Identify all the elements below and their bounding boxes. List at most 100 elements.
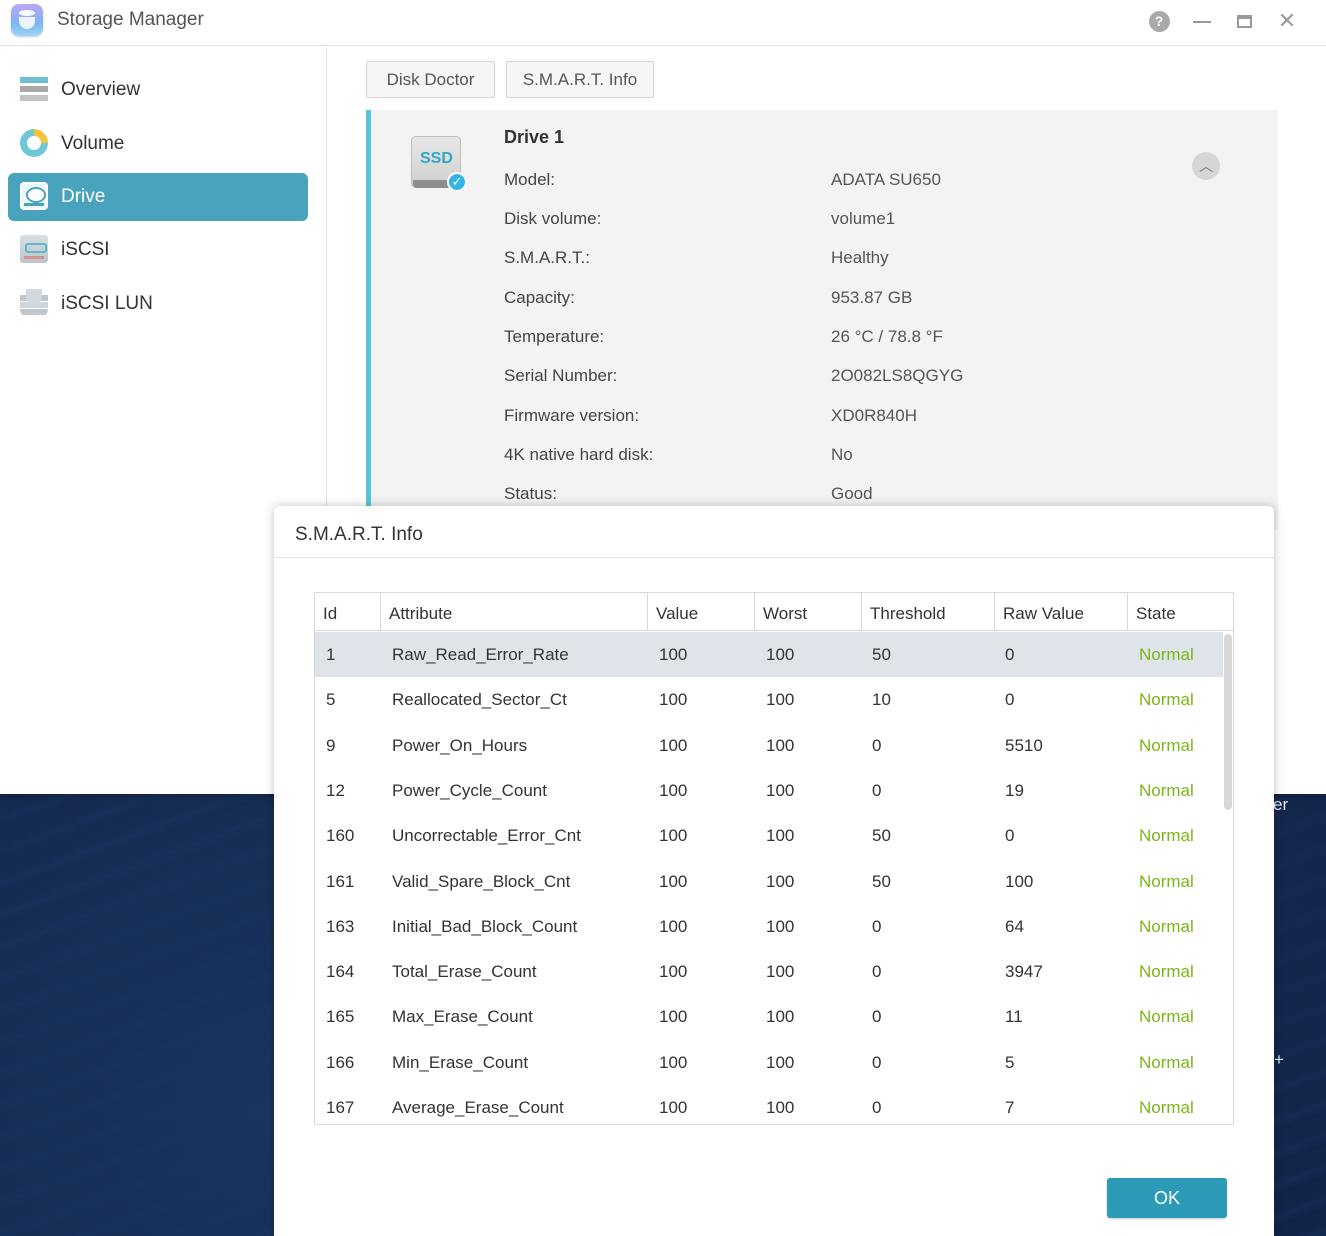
cell-value: 100 (659, 735, 688, 755)
cell-worst: 100 (766, 1052, 795, 1072)
drive-icon (20, 182, 48, 210)
cell-value: 100 (659, 916, 688, 936)
close-button[interactable]: ✕ (1276, 8, 1298, 33)
maximize-button[interactable] (1233, 10, 1255, 32)
table-scrollbar[interactable] (1223, 632, 1233, 1124)
table-row[interactable]: 166 Min_Erase_Count 100 100 0 5 Normal (315, 1040, 1223, 1085)
sidebar-item-drive[interactable]: Drive (8, 173, 308, 221)
table-row[interactable]: 161 Valid_Spare_Block_Cnt 100 100 50 100 Norma… (315, 859, 1223, 904)
cell-value: 100 (659, 780, 688, 800)
cell-value: 100 (659, 1007, 688, 1027)
cell-state: Normal (1139, 1007, 1194, 1027)
table-row[interactable]: 160 Uncorrectable_Error_Cnt 100 100 50 0 Norma… (315, 813, 1223, 858)
column-header-threshold[interactable]: Threshold (862, 593, 995, 631)
minimize-button[interactable] (1191, 10, 1213, 32)
cell-value: 100 (659, 645, 688, 664)
cell-threshold: 0 (872, 1007, 882, 1027)
cell-state: Normal (1139, 916, 1194, 936)
help-icon: ? (1148, 10, 1170, 32)
scrollbar-thumb[interactable] (1224, 634, 1232, 810)
sidebar-item-overview[interactable]: Overview (8, 66, 308, 114)
column-header-state[interactable]: State (1136, 604, 1176, 623)
cell-id: 163 (326, 916, 355, 936)
cell-id: 167 (326, 1098, 355, 1117)
table-row[interactable]: 5 Reallocated_Sector_Ct 100 100 10 0 Normal (315, 677, 1223, 722)
cell-id: 9 (326, 735, 336, 755)
sidebar-item-label: iSCSI (61, 239, 110, 260)
serial-number-label: Serial Number: (504, 366, 618, 385)
cell-id: 160 (326, 826, 355, 846)
collapse-button[interactable]: ︿ (1192, 152, 1220, 180)
cell-raw-value: 7 (1005, 1098, 1015, 1117)
sidebar-item-iscsi-lun[interactable]: iSCSI LUN (8, 280, 308, 328)
firmware-version-value: XD0R840H (831, 406, 917, 425)
cell-threshold: 0 (872, 780, 882, 800)
cell-state: Normal (1139, 871, 1194, 891)
iscsi-icon (20, 235, 48, 263)
dialog-divider (274, 557, 1274, 558)
cell-raw-value: 0 (1005, 826, 1015, 846)
cell-worst: 100 (766, 826, 795, 846)
table-row[interactable]: 1 Raw_Read_Error_Rate 100 100 50 0 Normal (315, 632, 1223, 677)
cell-id: 165 (326, 1007, 355, 1027)
table-row[interactable]: 12 Power_Cycle_Count 100 100 0 19 Normal (315, 768, 1223, 813)
minimize-icon (1193, 21, 1211, 23)
cell-value: 100 (659, 871, 688, 891)
cell-threshold: 50 (872, 645, 891, 664)
table-row[interactable]: 165 Max_Erase_Count 100 100 0 11 Normal (315, 994, 1223, 1039)
cell-attribute: Min_Erase_Count (392, 1052, 529, 1072)
column-header-worst[interactable]: Worst (755, 593, 862, 631)
help-button[interactable]: ? (1148, 10, 1170, 32)
desktop-text-fragment: er (1273, 795, 1289, 814)
sidebar-item-iscsi[interactable]: iSCSI (8, 226, 308, 274)
sidebar-item-label: Overview (61, 79, 141, 100)
table-row[interactable]: 167 Average_Erase_Count 100 100 0 7 Normal (315, 1085, 1223, 1124)
cell-attribute: Power_Cycle_Count (392, 780, 547, 800)
cell-worst: 100 (766, 690, 795, 710)
ok-button[interactable]: OK (1107, 1178, 1227, 1218)
table-row[interactable]: 9 Power_On_Hours 100 100 0 5510 Normal (315, 723, 1223, 768)
storage-manager-app-icon (11, 4, 43, 36)
table-row[interactable]: 163 Initial_Bad_Block_Count 100 100 0 64 Norma… (315, 904, 1223, 949)
smart-info-button[interactable]: S.M.A.R.T. Info (506, 61, 654, 98)
cell-raw-value: 0 (1005, 645, 1015, 664)
cell-raw-value: 100 (1005, 871, 1034, 891)
cell-attribute: Valid_Spare_Block_Cnt (392, 871, 571, 891)
sidebar-item-volume[interactable]: Volume (8, 120, 308, 168)
cell-worst: 100 (766, 780, 795, 800)
drive-title: Drive 1 (504, 127, 565, 147)
table-row[interactable]: 164 Total_Erase_Count 100 100 0 3947 Normal (315, 949, 1223, 994)
column-header-raw-value[interactable]: Raw Value (995, 593, 1128, 631)
ssd-label: SSD (420, 150, 453, 167)
column-header-value[interactable]: Value (648, 593, 755, 631)
column-header-attribute[interactable]: Attribute (381, 593, 648, 631)
cell-attribute: Raw_Read_Error_Rate (392, 645, 569, 664)
cell-state: Normal (1139, 1098, 1194, 1117)
column-header-id[interactable]: Id (315, 593, 381, 631)
cell-attribute: Uncorrectable_Error_Cnt (392, 826, 581, 846)
disk-volume-label: Disk volume: (504, 209, 602, 228)
cell-raw-value: 64 (1005, 916, 1024, 936)
cell-state: Normal (1139, 962, 1194, 982)
cell-raw-value: 11 (1005, 1007, 1023, 1027)
cell-value: 100 (659, 826, 688, 846)
cell-threshold: 50 (872, 871, 891, 891)
cell-raw-value: 5510 (1005, 735, 1043, 755)
cell-state: Normal (1139, 645, 1194, 664)
status-value: Good (831, 484, 873, 503)
smart-table: Id Attribute Value Worst Threshold Raw V… (314, 592, 1234, 1125)
serial-number-value: 2O082LS8QGYG (831, 366, 964, 385)
capacity-label: Capacity: (504, 288, 575, 307)
table-header: Id Attribute Value Worst Threshold Raw V… (315, 593, 1233, 631)
capacity-value: 953.87 GB (831, 288, 913, 307)
disk-doctor-button[interactable]: Disk Doctor (366, 61, 495, 98)
cell-threshold: 0 (872, 962, 882, 982)
cell-state: Normal (1139, 1052, 1194, 1072)
cell-id: 5 (326, 690, 336, 710)
cell-value: 100 (659, 1098, 688, 1117)
table-body: 1 Raw_Read_Error_Rate 100 100 50 0 Normal 5 Real… (315, 632, 1223, 1124)
cell-threshold: 0 (872, 1098, 882, 1117)
4k-native-value: No (831, 445, 853, 464)
ssd-drive-icon: SSD ✓ (411, 136, 467, 192)
4k-native-label: 4K native hard disk: (504, 445, 654, 464)
